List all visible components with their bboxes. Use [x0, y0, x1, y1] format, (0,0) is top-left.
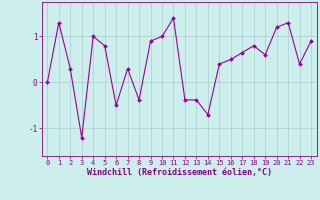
X-axis label: Windchill (Refroidissement éolien,°C): Windchill (Refroidissement éolien,°C) — [87, 168, 272, 177]
